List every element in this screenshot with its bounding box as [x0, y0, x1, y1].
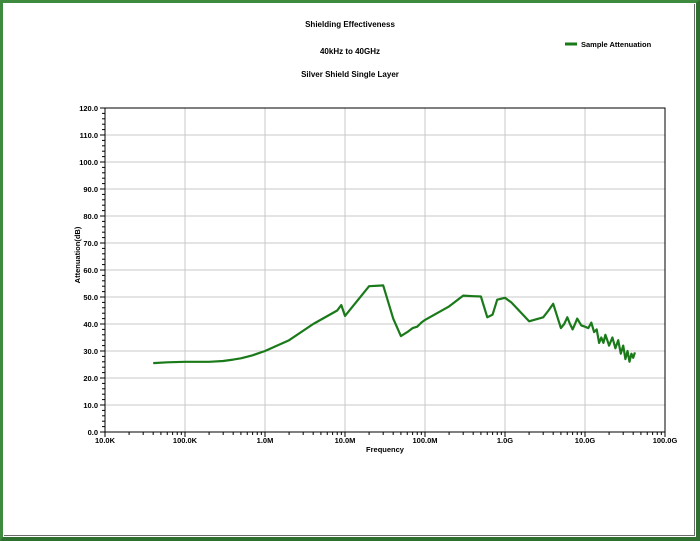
- y-tick-label: 30.0: [83, 347, 98, 356]
- legend-label: Sample Attenuation: [581, 40, 652, 49]
- y-tick-label: 60.0: [83, 266, 98, 275]
- y-tick-label: 0.0: [88, 428, 98, 437]
- tick-labels: 10.0K 100.0K 1.0M 10.0M 100.0M 1.0G 10.0G 100.0…: [79, 104, 677, 445]
- y-axis-label: Attenuation(dB): [73, 226, 82, 283]
- chart-subtitle-range: 40kHz to 40GHz: [320, 47, 380, 56]
- x-tick-label: 10.0K: [95, 436, 116, 445]
- series-line-sample-attenuation: [153, 284, 636, 365]
- chart-title: Shielding Effectiveness: [305, 20, 395, 29]
- grid: [104, 107, 666, 433]
- y-tick-label: 20.0: [83, 374, 98, 383]
- legend: Sample Attenuation: [565, 40, 652, 49]
- y-tick-label: 100.0: [79, 158, 98, 167]
- y-tick-label: 80.0: [83, 212, 98, 221]
- x-tick-label: 100.0K: [173, 436, 198, 445]
- x-tick-label: 1.0G: [497, 436, 513, 445]
- y-tick-label: 50.0: [83, 293, 98, 302]
- x-tick-label: 10.0M: [335, 436, 356, 445]
- chart-subtitle-material: Silver Shield Single Layer: [301, 70, 399, 79]
- x-tick-label: 100.0G: [653, 436, 678, 445]
- x-axis-label: Frequency: [366, 445, 405, 454]
- y-tick-label: 10.0: [83, 401, 98, 410]
- x-tick-label: 10.0G: [575, 436, 596, 445]
- x-tick-label: 1.0M: [257, 436, 274, 445]
- x-tick-label: 100.0M: [412, 436, 437, 445]
- y-tick-label: 70.0: [83, 239, 98, 248]
- y-tick-label: 110.0: [80, 131, 98, 140]
- y-tick-label: 90.0: [83, 185, 98, 194]
- y-tick-label: 120.0: [79, 104, 98, 113]
- frame-inner-border: [4, 4, 695, 536]
- y-tick-label: 40.0: [83, 320, 98, 329]
- series-layer: [153, 284, 636, 365]
- plot-border: [104, 107, 666, 433]
